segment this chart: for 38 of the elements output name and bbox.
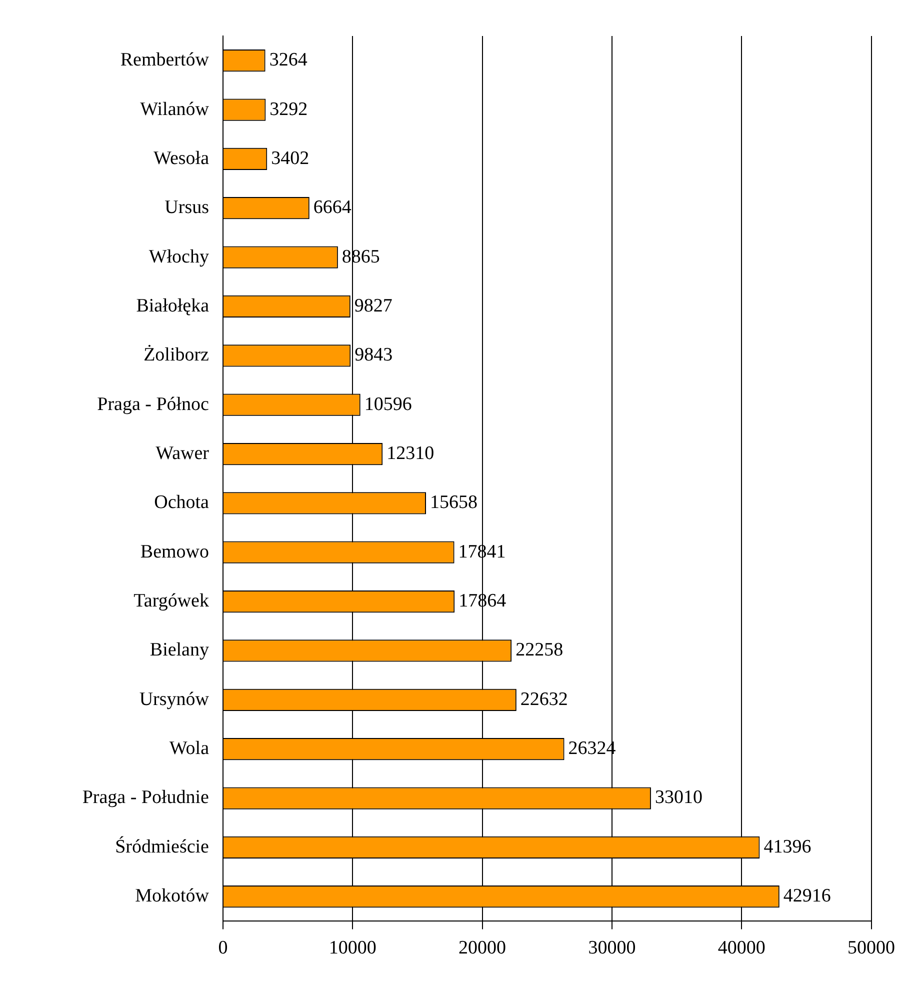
data-label: 22632 (520, 688, 568, 710)
y-tick-label: Mokotów (135, 886, 210, 907)
x-tick-label: 0 (218, 938, 228, 959)
y-tick-label: Praga - Północ (97, 394, 209, 415)
data-label: 9843 (354, 344, 393, 366)
y-tick-label: Włochy (148, 246, 210, 268)
data-label: 15658 (430, 492, 478, 514)
data-label: 3292 (270, 98, 308, 120)
x-tick-label: 20000 (458, 938, 506, 959)
y-tick-label: Ursus (164, 197, 209, 218)
y-tick-label: Żoliborz (144, 344, 209, 366)
data-label: 33010 (654, 787, 702, 808)
y-tick-label: Wesoła (154, 148, 210, 169)
y-tick-label: Śródmieście (115, 835, 209, 858)
data-label: 3264 (269, 50, 308, 71)
y-tick-label: Wola (169, 738, 210, 760)
y-tick-label: Ochota (154, 492, 210, 514)
y-tick-label: Rembertów (120, 50, 210, 71)
y-tick-label: Wawer (156, 442, 210, 464)
data-label: 6664 (313, 197, 352, 218)
y-tick-label: Wilanów (140, 98, 210, 120)
data-label: 10596 (364, 394, 412, 415)
x-tick-label: 30000 (588, 938, 636, 959)
x-tick-label: 50000 (848, 938, 895, 959)
data-label: 22258 (516, 640, 564, 661)
x-tick-label: 40000 (718, 938, 766, 959)
data-label: 12310 (386, 442, 434, 464)
y-tick-label: Praga - Południe (82, 787, 209, 808)
y-tick-label: Białołęka (136, 295, 210, 316)
data-label: 41396 (764, 836, 812, 858)
y-tick-label: Bemowo (140, 541, 209, 562)
y-tick-label: Targówek (134, 590, 210, 612)
y-tick-label: Bielany (150, 640, 210, 661)
x-tick-label: 10000 (328, 938, 376, 959)
data-label: 9827 (354, 295, 392, 316)
data-label: 3402 (271, 148, 310, 169)
y-tick-label: Ursynów (139, 688, 210, 710)
data-label: 42916 (783, 886, 831, 907)
